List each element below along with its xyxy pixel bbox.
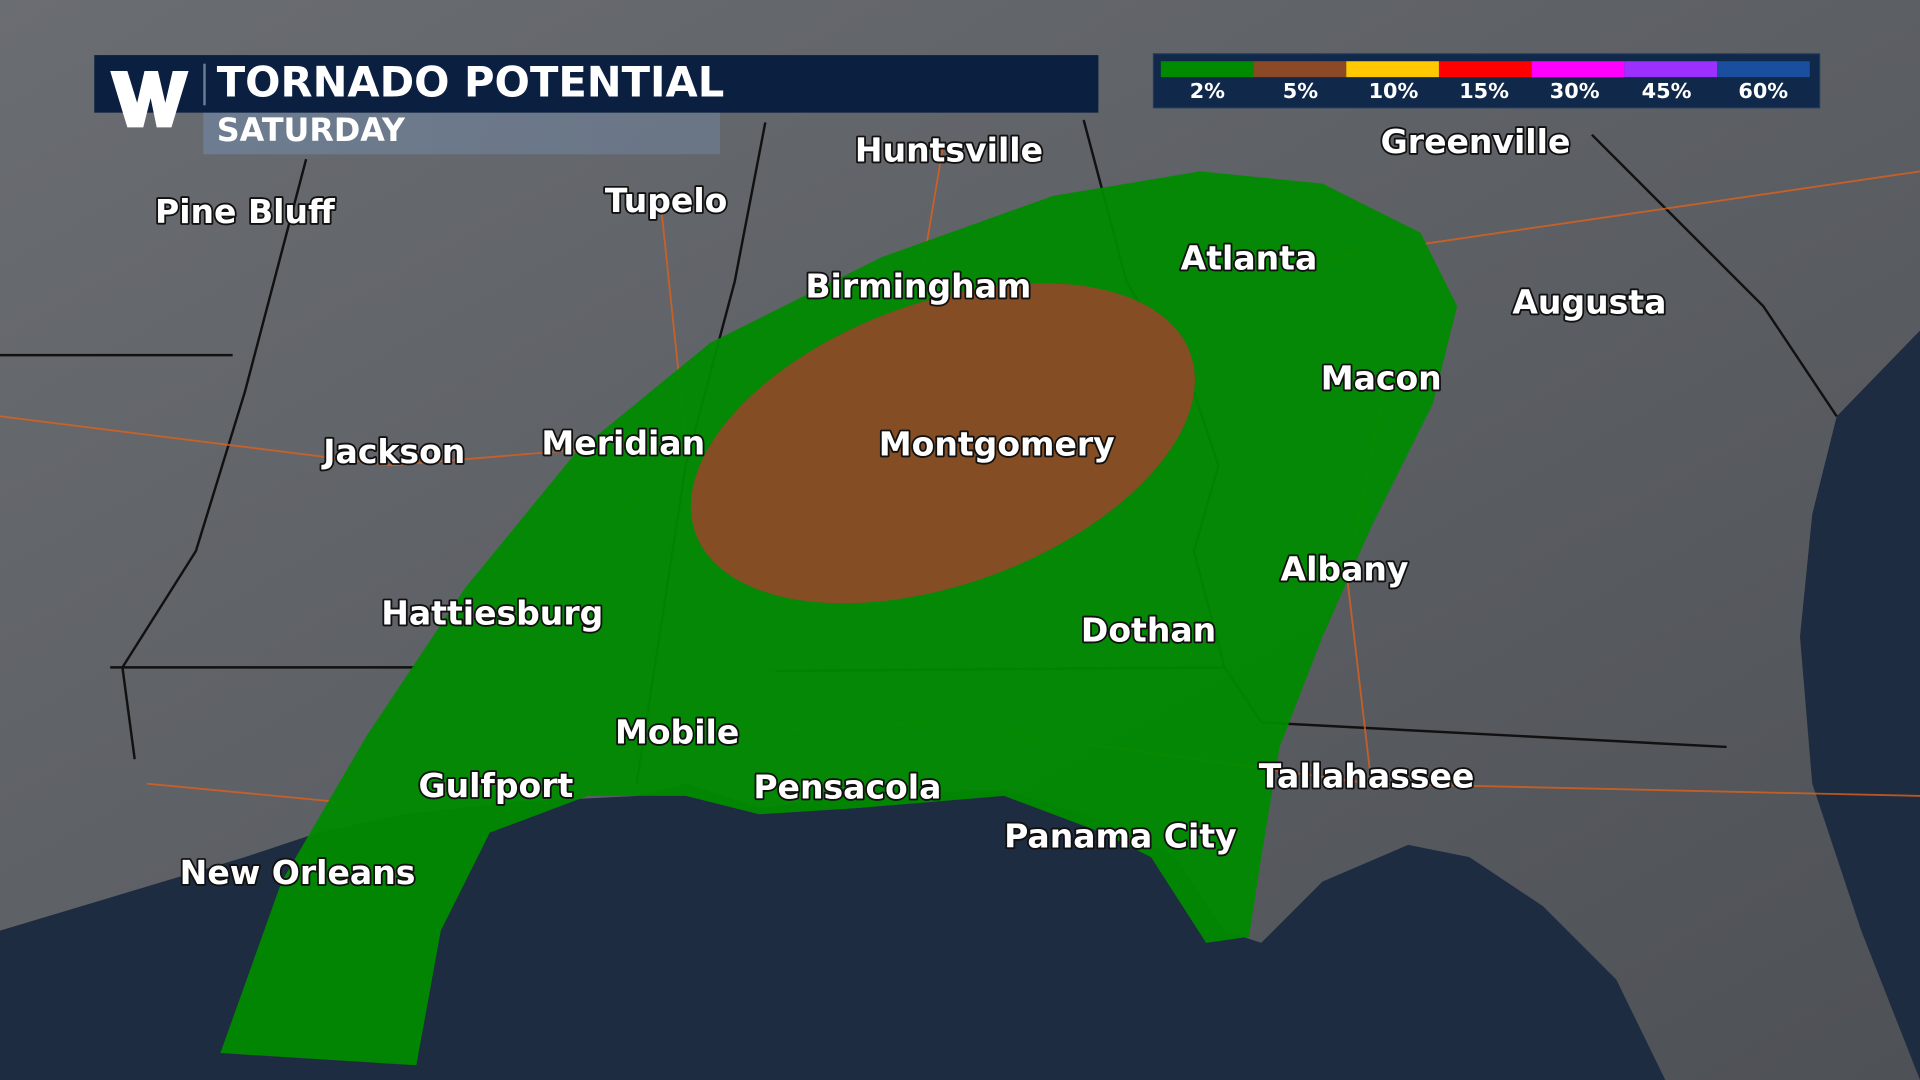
city-label: Panama City	[1004, 816, 1237, 855]
city-label: Huntsville	[855, 131, 1043, 170]
city-label: Pensacola	[753, 767, 941, 806]
legend-swatch	[1160, 61, 1254, 78]
city-label: Jackson	[321, 432, 465, 471]
city-label: Macon	[1321, 358, 1442, 397]
legend-label: 15%	[1459, 79, 1509, 103]
risk-area-5-percent	[690, 283, 1195, 604]
city-label: Dothan	[1081, 611, 1216, 650]
legend-label: 2%	[1190, 79, 1225, 103]
city-label: Montgomery	[879, 425, 1115, 464]
city-label: Tallahassee	[1259, 756, 1475, 795]
city-labels: Huntsville Greenville Pine Bluff Tupelo …	[153, 120, 1668, 894]
city-label: Mobile	[615, 712, 739, 751]
legend-swatch	[1531, 61, 1625, 78]
legend-label: 5%	[1283, 79, 1318, 103]
page-subtitle: SATURDAY	[217, 111, 406, 149]
legend-label: 30%	[1550, 79, 1600, 103]
city-label: Meridian	[541, 423, 705, 462]
legend-swatch	[1717, 61, 1810, 78]
city-label: Augusta	[1512, 282, 1666, 321]
city-label: Gulfport	[419, 766, 574, 805]
legend-swatch	[1346, 61, 1439, 78]
legend-swatch	[1624, 61, 1718, 78]
legend-swatch	[1253, 61, 1347, 78]
legend-label: 10%	[1369, 79, 1419, 103]
city-label: Albany	[1281, 549, 1409, 588]
city-label: Hattiesburg	[381, 593, 603, 632]
weathernation-logo	[110, 71, 189, 128]
city-label: Tupelo	[605, 181, 728, 220]
page-title: TORNADO POTENTIAL	[217, 58, 725, 107]
city-label: Atlanta	[1181, 238, 1318, 277]
header: TORNADO POTENTIAL SATURDAY	[94, 55, 1099, 155]
atlantic-ocean	[1800, 330, 1920, 1080]
legend-label: 45%	[1642, 79, 1692, 103]
legend-label: 60%	[1738, 79, 1788, 103]
legend: 2% 5% 10% 15% 30% 45% 60%	[1152, 53, 1821, 109]
city-label: Greenville	[1381, 122, 1571, 161]
legend-swatch	[1438, 61, 1532, 78]
city-label: Pine Bluff	[155, 192, 336, 231]
city-label: Birmingham	[805, 267, 1031, 306]
city-label: New Orleans	[180, 853, 416, 892]
